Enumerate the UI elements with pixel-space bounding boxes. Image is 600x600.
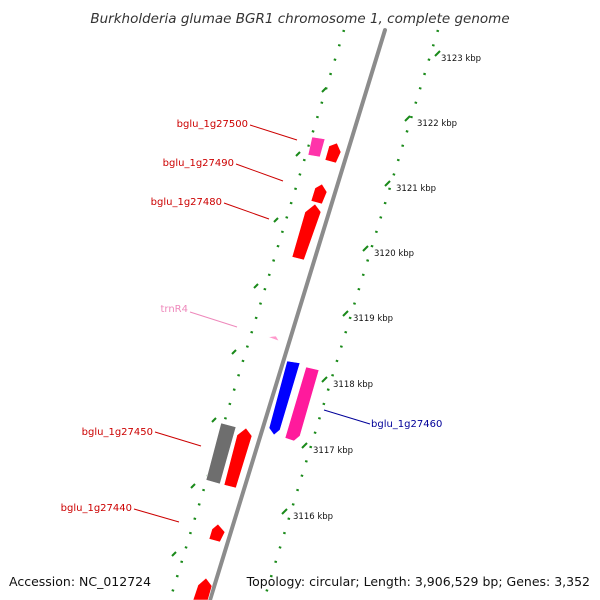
ruler-minor-tick	[190, 483, 196, 489]
ruler-tick	[404, 115, 411, 122]
gene-label[interactable]: bglu_1g27440	[61, 503, 132, 514]
trna-feature-trnR4[interactable]	[267, 335, 280, 342]
ruler-tick-label: 3122 kbp	[417, 119, 457, 129]
gene-label[interactable]: bglu_1g27460	[371, 419, 442, 430]
gene-feature-bglu_1g27500[interactable]	[307, 136, 326, 158]
genome-title: Burkholderia glumae BGR1 chromosome 1, c…	[90, 11, 509, 27]
gene-feature-blue[interactable]	[268, 360, 301, 436]
ruler-tick	[384, 180, 391, 187]
ruler-tick-label: 3118 kbp	[333, 380, 373, 390]
gene-labels: bglu_1g27500 bglu_1g27490 bglu_1g27480 t…	[61, 119, 442, 523]
gene-label[interactable]: bglu_1g27500	[177, 119, 248, 130]
gene-label[interactable]: bglu_1g27490	[163, 158, 234, 169]
gene-label-leader	[223, 202, 270, 220]
gene-feature-bglu_1g27480[interactable]	[291, 203, 322, 261]
genome-info-text: Topology: circular; Length: 3,906,529 bp…	[246, 574, 590, 589]
ruler-minor-tick	[253, 283, 259, 289]
ruler-minor-tick	[211, 417, 217, 423]
ruler-tick-label: 3123 kbp	[441, 54, 481, 64]
ruler-minor-tick	[295, 151, 301, 157]
gene-feature-bglu_1g27500b[interactable]	[324, 142, 342, 164]
gene-label-leader	[323, 409, 371, 425]
gene-feature-bglu_1g27450[interactable]	[223, 427, 253, 489]
track-guides	[168, 29, 440, 600]
gene-label-leader	[249, 124, 298, 141]
left-track-guide	[168, 29, 346, 600]
gene-label-leader	[189, 311, 238, 328]
gene-label-leader	[235, 163, 284, 182]
ruler-ticks: 3123 kbp 3122 kbp 3121 kbp 3120 kbp 3119…	[171, 50, 481, 557]
ruler-minor-tick	[321, 87, 327, 93]
gene-features	[192, 136, 342, 600]
ruler-minor-tick	[171, 551, 177, 557]
gene-feature-bglu_1g27490[interactable]	[310, 183, 328, 205]
ruler-minor-tick	[273, 217, 279, 223]
gene-label[interactable]: bglu_1g27450	[82, 427, 153, 438]
ruler-minor-tick	[231, 349, 237, 355]
chromosome-backbone	[208, 28, 387, 600]
ruler-tick-label: 3117 kbp	[313, 446, 353, 456]
gene-feature-partial[interactable]	[192, 577, 213, 600]
ruler-tick	[362, 245, 369, 252]
gene-label-leader	[133, 508, 180, 523]
ruler-tick-label: 3119 kbp	[353, 314, 393, 324]
right-track-guide	[262, 29, 440, 600]
gene-label[interactable]: bglu_1g27480	[151, 197, 222, 208]
ruler-tick	[321, 376, 328, 383]
accession-text: Accession: NC_012724	[9, 574, 151, 589]
ruler-tick	[301, 442, 308, 449]
ruler-tick	[434, 50, 441, 57]
ruler-tick-label: 3116 kbp	[293, 512, 333, 522]
gene-feature-bglu_1g27440[interactable]	[208, 523, 226, 543]
gene-label-leader	[154, 431, 202, 447]
ruler-tick	[342, 310, 349, 317]
ruler-tick	[281, 508, 288, 515]
ruler-tick-label: 3121 kbp	[396, 184, 436, 194]
ruler-tick-label: 3120 kbp	[374, 249, 414, 259]
gene-feature-grey[interactable]	[205, 422, 237, 485]
gene-label[interactable]: trnR4	[160, 304, 188, 315]
gene-feature-bglu_1g27460[interactable]	[284, 366, 320, 442]
